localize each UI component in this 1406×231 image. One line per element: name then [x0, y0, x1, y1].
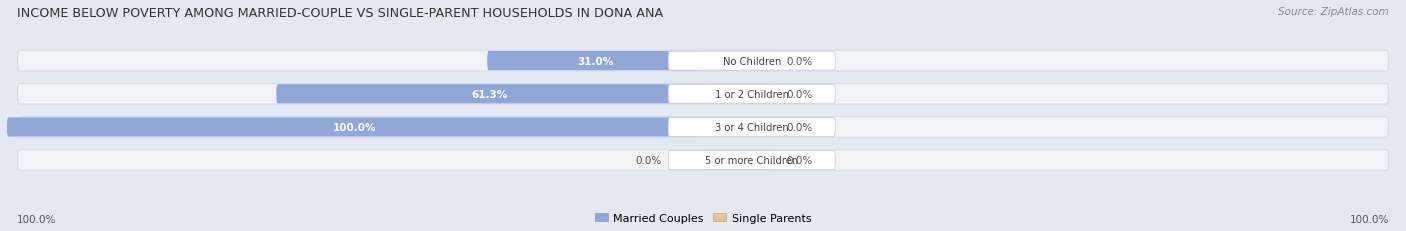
Text: INCOME BELOW POVERTY AMONG MARRIED-COUPLE VS SINGLE-PARENT HOUSEHOLDS IN DONA AN: INCOME BELOW POVERTY AMONG MARRIED-COUPL… [17, 7, 664, 20]
FancyBboxPatch shape [17, 84, 1389, 105]
FancyBboxPatch shape [7, 118, 703, 137]
Text: 100.0%: 100.0% [1350, 214, 1389, 224]
Text: 0.0%: 0.0% [786, 122, 813, 132]
FancyBboxPatch shape [668, 52, 835, 71]
Text: 0.0%: 0.0% [786, 89, 813, 99]
FancyBboxPatch shape [703, 52, 773, 71]
FancyBboxPatch shape [703, 151, 773, 170]
Text: 0.0%: 0.0% [636, 155, 661, 165]
FancyBboxPatch shape [17, 51, 1389, 72]
FancyBboxPatch shape [17, 150, 1389, 171]
Text: 3 or 4 Children: 3 or 4 Children [714, 122, 789, 132]
FancyBboxPatch shape [17, 117, 1389, 138]
Text: 100.0%: 100.0% [333, 122, 377, 132]
Text: 1 or 2 Children: 1 or 2 Children [714, 89, 789, 99]
Legend: Married Couples, Single Parents: Married Couples, Single Parents [591, 208, 815, 227]
FancyBboxPatch shape [703, 118, 773, 137]
Text: Source: ZipAtlas.com: Source: ZipAtlas.com [1278, 7, 1389, 17]
FancyBboxPatch shape [668, 85, 835, 104]
Text: 61.3%: 61.3% [471, 89, 508, 99]
Text: No Children: No Children [723, 56, 780, 66]
Text: 5 or more Children: 5 or more Children [704, 155, 799, 165]
FancyBboxPatch shape [668, 151, 835, 170]
Text: 100.0%: 100.0% [17, 214, 56, 224]
Text: 0.0%: 0.0% [786, 56, 813, 66]
FancyBboxPatch shape [703, 85, 773, 104]
Text: 0.0%: 0.0% [786, 155, 813, 165]
FancyBboxPatch shape [488, 52, 703, 71]
FancyBboxPatch shape [277, 85, 703, 104]
Text: 31.0%: 31.0% [576, 56, 613, 66]
FancyBboxPatch shape [668, 118, 835, 137]
